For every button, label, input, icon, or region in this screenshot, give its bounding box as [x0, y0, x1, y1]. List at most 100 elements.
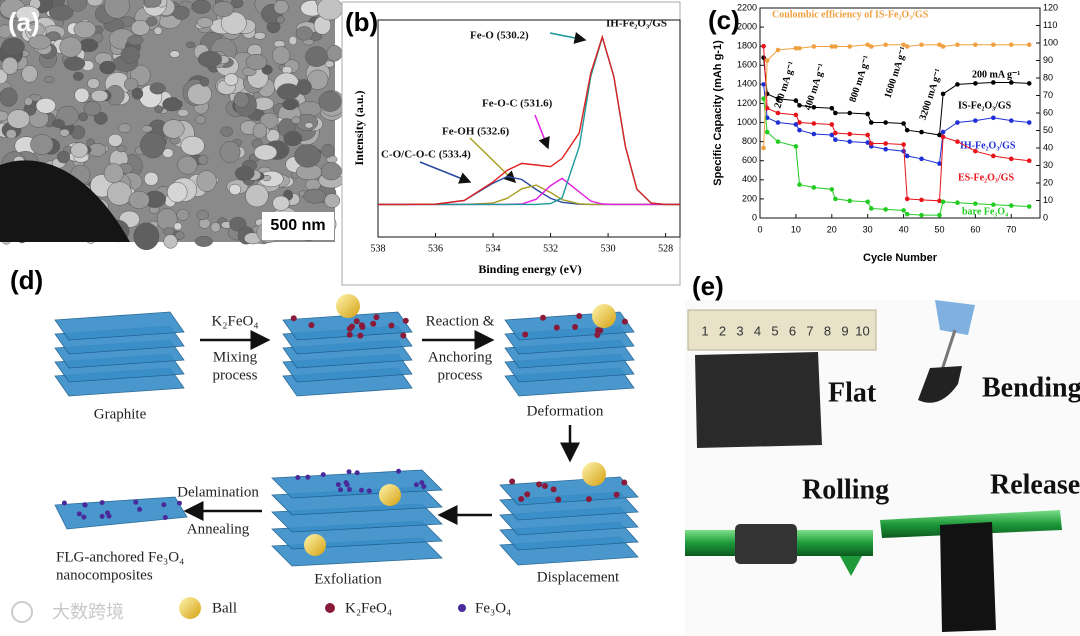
data-point [833, 130, 838, 136]
ruler-number: 7 [806, 323, 813, 338]
grain [74, 87, 90, 103]
particle [354, 470, 360, 476]
particle [106, 513, 112, 519]
grain [307, 69, 329, 90]
grain [59, 128, 70, 137]
grain [15, 5, 41, 23]
step-label: Reaction & [426, 313, 495, 329]
step-label: Graphite [94, 406, 147, 422]
data-point [865, 140, 870, 145]
particle [400, 332, 407, 339]
grain [252, 122, 268, 139]
y-axis-label: Specific Capacity (mAh g-1) [712, 40, 724, 186]
ruler-number: 6 [789, 323, 796, 338]
ball [304, 534, 326, 556]
annotation: C-O/C-O-C (533.4) [381, 149, 471, 161]
grain [253, 144, 278, 161]
data-point [811, 44, 817, 49]
data-point [764, 105, 770, 111]
y2-tick-label: 100 [1043, 37, 1058, 47]
grain [143, 171, 159, 186]
grain [67, 0, 88, 12]
data-point [811, 121, 817, 126]
data-point [764, 58, 770, 63]
annotation: Fe-O (530.2) [470, 30, 529, 42]
grain [1, 56, 19, 75]
data-point [775, 139, 781, 144]
grain [212, 1, 235, 17]
flat-sample [695, 352, 822, 448]
particle [308, 322, 315, 329]
y-tick-label: 0 [752, 212, 757, 222]
particle [343, 480, 349, 486]
ruler-number: 5 [771, 323, 778, 338]
graphene-sheet [54, 311, 185, 341]
data-point [883, 141, 888, 146]
particle [338, 487, 344, 493]
y-tick-label: 1200 [737, 98, 757, 108]
data-point [901, 42, 906, 48]
particle [536, 481, 543, 488]
data-point [761, 82, 766, 87]
grain [154, 105, 164, 114]
particle [346, 487, 352, 493]
particle [346, 331, 353, 338]
panel-label: (a) [8, 7, 40, 37]
x-tick-label: 0 [757, 224, 762, 234]
grain [230, 0, 244, 9]
x-tick-label: 538 [371, 243, 386, 254]
particle [541, 482, 548, 489]
particle [402, 317, 409, 324]
particle [82, 502, 88, 508]
grain [276, 15, 285, 24]
bent-sample [918, 366, 962, 403]
particle [162, 514, 168, 520]
data-point [904, 44, 910, 49]
grain [196, 170, 217, 192]
grain [130, 20, 150, 36]
grain [253, 32, 266, 40]
x-tick-label: 60 [970, 224, 980, 234]
particle [320, 472, 326, 478]
grain [194, 235, 213, 247]
legend-dot [458, 604, 466, 612]
particle [161, 502, 167, 508]
data-point [904, 153, 910, 159]
particle [61, 500, 67, 506]
rolled-sample [735, 524, 797, 564]
grain [127, 34, 144, 46]
y-tick-label: 1600 [737, 60, 757, 70]
panel-label: (e) [692, 271, 724, 301]
step-label: process [438, 367, 483, 383]
y-tick-label: 2200 [737, 2, 757, 12]
panel-label: (c) [708, 5, 740, 35]
particle [421, 484, 427, 490]
step-label: Exfoliation [314, 571, 382, 587]
data-point [811, 104, 817, 110]
particle [396, 468, 402, 474]
grain [99, 60, 116, 75]
data-point [937, 132, 942, 138]
grain [220, 11, 247, 35]
data-point [991, 202, 996, 207]
grain [118, 123, 132, 134]
grain [59, 36, 83, 58]
series-line [763, 57, 1030, 136]
data-point [868, 120, 874, 125]
data-point [1026, 120, 1032, 125]
step-label: process [213, 367, 258, 383]
particle [81, 514, 87, 520]
grain [104, 0, 130, 19]
particle [553, 324, 560, 331]
series-label: Coulombic efficiency of IS-Fe₂O₃/GS [772, 9, 929, 20]
y2-tick-label: 60 [1043, 107, 1053, 117]
data-point [793, 45, 799, 51]
data-point [865, 111, 870, 117]
particle [358, 487, 364, 493]
data-point [1008, 118, 1014, 123]
data-point [904, 196, 910, 202]
grain [23, 96, 33, 106]
data-point [865, 132, 870, 138]
grain [153, 26, 163, 35]
